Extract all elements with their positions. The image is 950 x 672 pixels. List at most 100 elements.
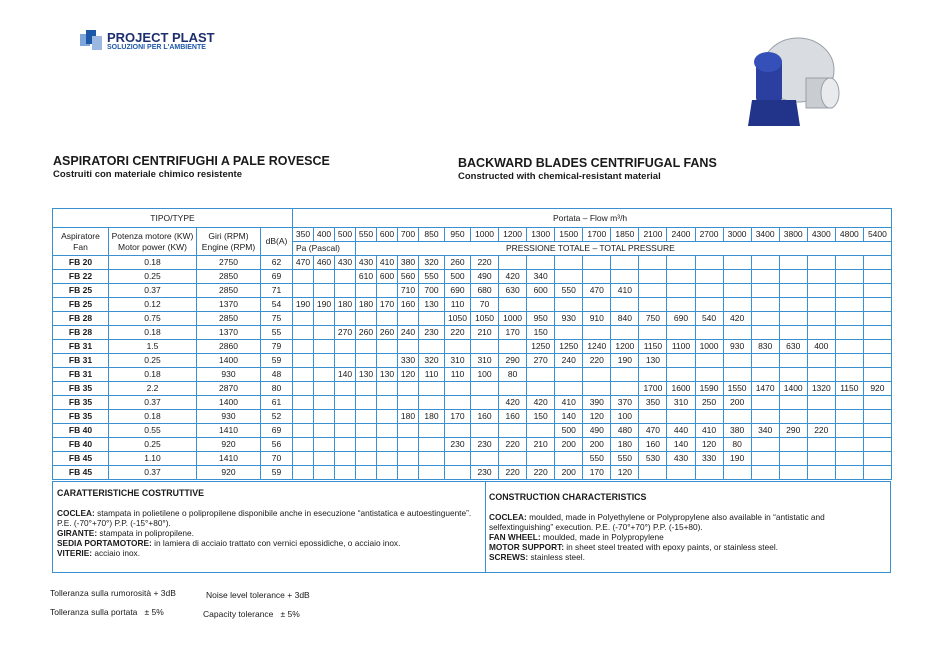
fan-table: TIPO/TYPE Portata – Flow m³/h Aspiratore… (52, 208, 892, 480)
empty-cell (334, 437, 356, 452)
empty-cell (582, 297, 612, 312)
empty-cell (292, 283, 314, 298)
item-label: COCLEA: (57, 508, 95, 518)
empty-cell (750, 325, 780, 340)
empty-cell (834, 367, 864, 382)
noise-db: 59 (260, 353, 293, 368)
pressure: 190 (313, 297, 335, 312)
empty-cell (334, 353, 356, 368)
empty-cell (313, 353, 335, 368)
empty-cell (722, 465, 752, 480)
model: FB 35 (52, 381, 109, 396)
empty-cell (376, 353, 398, 368)
empty-cell (444, 339, 471, 354)
empty-cell (694, 325, 724, 340)
empty-cell (834, 269, 864, 284)
pressure: 70 (469, 297, 500, 312)
flow-value: 1000 (469, 227, 500, 242)
item: MOTOR SUPPORT: in sheet steel treated wi… (489, 542, 886, 552)
empty-cell (834, 395, 864, 410)
flow-value: 1500 (554, 227, 584, 242)
empty-cell (355, 409, 377, 424)
pressure: 380 (722, 423, 752, 438)
empty-cell (292, 451, 314, 466)
empty-cell (313, 409, 335, 424)
pressure: 340 (750, 423, 780, 438)
empty-cell (292, 465, 314, 480)
noise-db: 52 (260, 409, 293, 424)
empty-cell (694, 297, 724, 312)
empty-cell (292, 353, 314, 368)
pressure: 370 (610, 395, 640, 410)
empty-cell (444, 395, 471, 410)
flow-value: 3400 (750, 227, 780, 242)
empty-cell (806, 297, 836, 312)
empty-cell (292, 437, 314, 452)
empty-cell (444, 465, 471, 480)
flow-value: 1200 (498, 227, 528, 242)
pressure: 210 (526, 437, 556, 452)
pressure: 830 (750, 339, 780, 354)
data-row: FB 45 0.37 920 59 230 220 220 200 170 120 (52, 465, 892, 480)
empty-cell (694, 269, 724, 284)
empty-cell (554, 297, 584, 312)
empty-cell (313, 465, 335, 480)
pressure: 120 (694, 437, 724, 452)
empty-cell (554, 381, 584, 396)
data-row: FB 35 0.37 1400 61 420 420 410 390 370 350 310 250 2… (52, 395, 892, 410)
pressure: 550 (610, 451, 640, 466)
pressure: 840 (610, 311, 640, 326)
empty-cell (862, 297, 892, 312)
empty-cell (834, 451, 864, 466)
empty-cell (750, 367, 780, 382)
empty-cell (862, 311, 892, 326)
pressure: 140 (334, 367, 356, 382)
pressure: 420 (722, 311, 752, 326)
empty-cell (376, 395, 398, 410)
pressure: 100 (610, 409, 640, 424)
empty-cell (806, 311, 836, 326)
pressure: 180 (397, 409, 419, 424)
model: FB 31 (52, 353, 109, 368)
empty-cell (334, 451, 356, 466)
tolerance-noise-en: Noise level tolerance + 3dB (206, 590, 310, 600)
flow-value: 600 (376, 227, 398, 242)
pressure: 290 (498, 353, 528, 368)
pressure: 490 (582, 423, 612, 438)
empty-cell (638, 325, 668, 340)
data-row: FB 25 0.37 2850 71 710 700 690 680 630 600 550 470 4… (52, 283, 892, 298)
empty-cell (806, 325, 836, 340)
empty-cell (862, 395, 892, 410)
pressure: 630 (778, 339, 808, 354)
rpm: 920 (196, 465, 261, 480)
empty-cell (582, 381, 612, 396)
empty-cell (355, 339, 377, 354)
pressure: 140 (554, 409, 584, 424)
pressure: 410 (554, 395, 584, 410)
rpm: 930 (196, 367, 261, 382)
subtitle-en: Constructed with chemical-resistant mate… (458, 171, 661, 182)
pressure: 1240 (582, 339, 612, 354)
empty-cell (750, 283, 780, 298)
empty-cell (292, 381, 314, 396)
pressure: 700 (418, 283, 445, 298)
empty-cell (334, 395, 356, 410)
empty-cell (610, 297, 640, 312)
empty-cell (862, 423, 892, 438)
data-row: FB 35 2.2 2870 80 1700 1600 1590 1550 1470 1400 13… (52, 381, 892, 396)
text: Motor power (KW) (118, 241, 187, 252)
empty-cell (722, 255, 752, 270)
empty-cell (750, 353, 780, 368)
empty-cell (582, 367, 612, 382)
empty-cell (638, 269, 668, 284)
data-row: FB 40 0.25 920 56 230 230 220 210 200 200 180 160 14… (52, 437, 892, 452)
noise-db: 80 (260, 381, 293, 396)
pressure: 220 (526, 465, 556, 480)
rpm: 1410 (196, 451, 261, 466)
pressure: 500 (554, 423, 584, 438)
noise-db: 55 (260, 325, 293, 340)
empty-cell (334, 465, 356, 480)
rpm: 2870 (196, 381, 261, 396)
pressure: 550 (418, 269, 445, 284)
